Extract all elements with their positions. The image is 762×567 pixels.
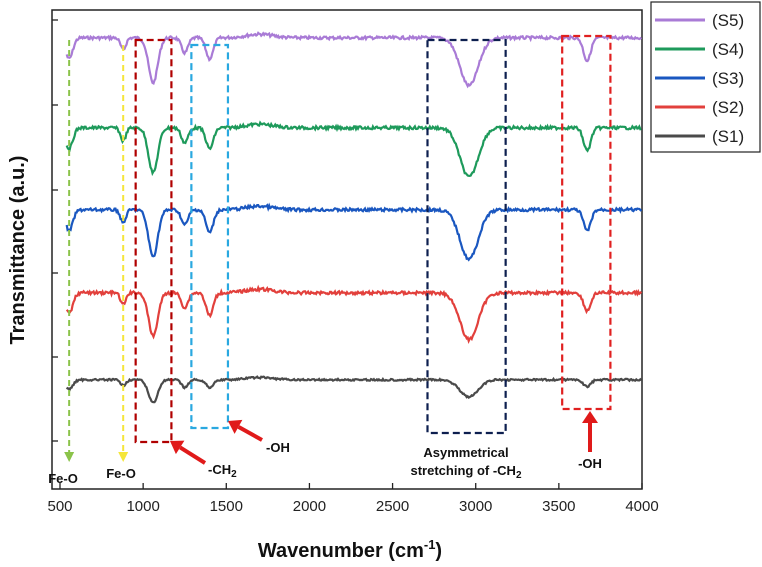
ch2-arrow-shaft [179,445,207,465]
annotation-box-3 [426,38,507,435]
legend-label-s1: (S1) [712,127,744,146]
series-line-s2 [65,284,643,344]
asym-label-line-2: stretching of -CH2 [410,463,521,481]
plot-frame [51,9,643,490]
x-tick-label-1000: 1000 [126,498,159,515]
legend-label-s4: (S4) [712,40,744,59]
ch2-label: -CH2 [208,462,237,480]
oh-arrow-1-shaft [237,425,263,442]
x-tick-label-2000: 2000 [293,498,326,515]
x-axis-ticks: 500 1000 1500 2000 2500 3000 3500 4000 [47,483,659,515]
series-line-s3 [65,202,643,262]
legend-label-s5: (S5) [712,11,744,30]
y-axis-title: Transmittance (a.u.) [7,156,29,345]
fe-o-label-1: Fe-O [48,471,78,486]
legend-label-s2: (S2) [712,98,744,117]
annotation-box-2 [190,43,230,430]
x-axis-title: Wavenumber (cm-1) [258,537,442,562]
series-line-s4 [65,120,642,178]
fe-o-arrowhead-1 [64,452,75,462]
series-layer [65,31,643,404]
oh-label-1: -OH [266,440,290,455]
x-tick-label-500: 500 [47,498,72,515]
x-tick-label-4000: 4000 [625,498,658,515]
ch2-arrow-head [170,440,185,455]
oh-arrow-2-head [582,411,598,423]
y-axis-ticks [52,19,58,442]
annotation-box-1 [134,38,173,444]
legend-label-s3: (S3) [712,69,744,88]
x-tick-label-2500: 2500 [376,498,409,515]
fe-o-arrowhead-2 [118,452,129,462]
legend: (S5) (S4) (S3) (S2) (S1) [650,1,761,153]
oh-arrow-1-head [228,419,243,434]
series-line-s5 [65,31,643,89]
oh-label-2: -OH [578,456,602,471]
x-tick-label-3000: 3000 [459,498,492,515]
annotation-box-4 [561,34,612,411]
series-line-s1 [65,375,643,404]
fe-o-label-2: Fe-O [106,466,136,481]
asym-label-line-1: Asymmetrical [423,445,508,460]
x-tick-label-3500: 3500 [542,498,575,515]
x-tick-label-1500: 1500 [210,498,243,515]
annotation-layer: Fe-O Fe-O -CH2 -OH Asymmetrical stretching of… [48,34,612,486]
